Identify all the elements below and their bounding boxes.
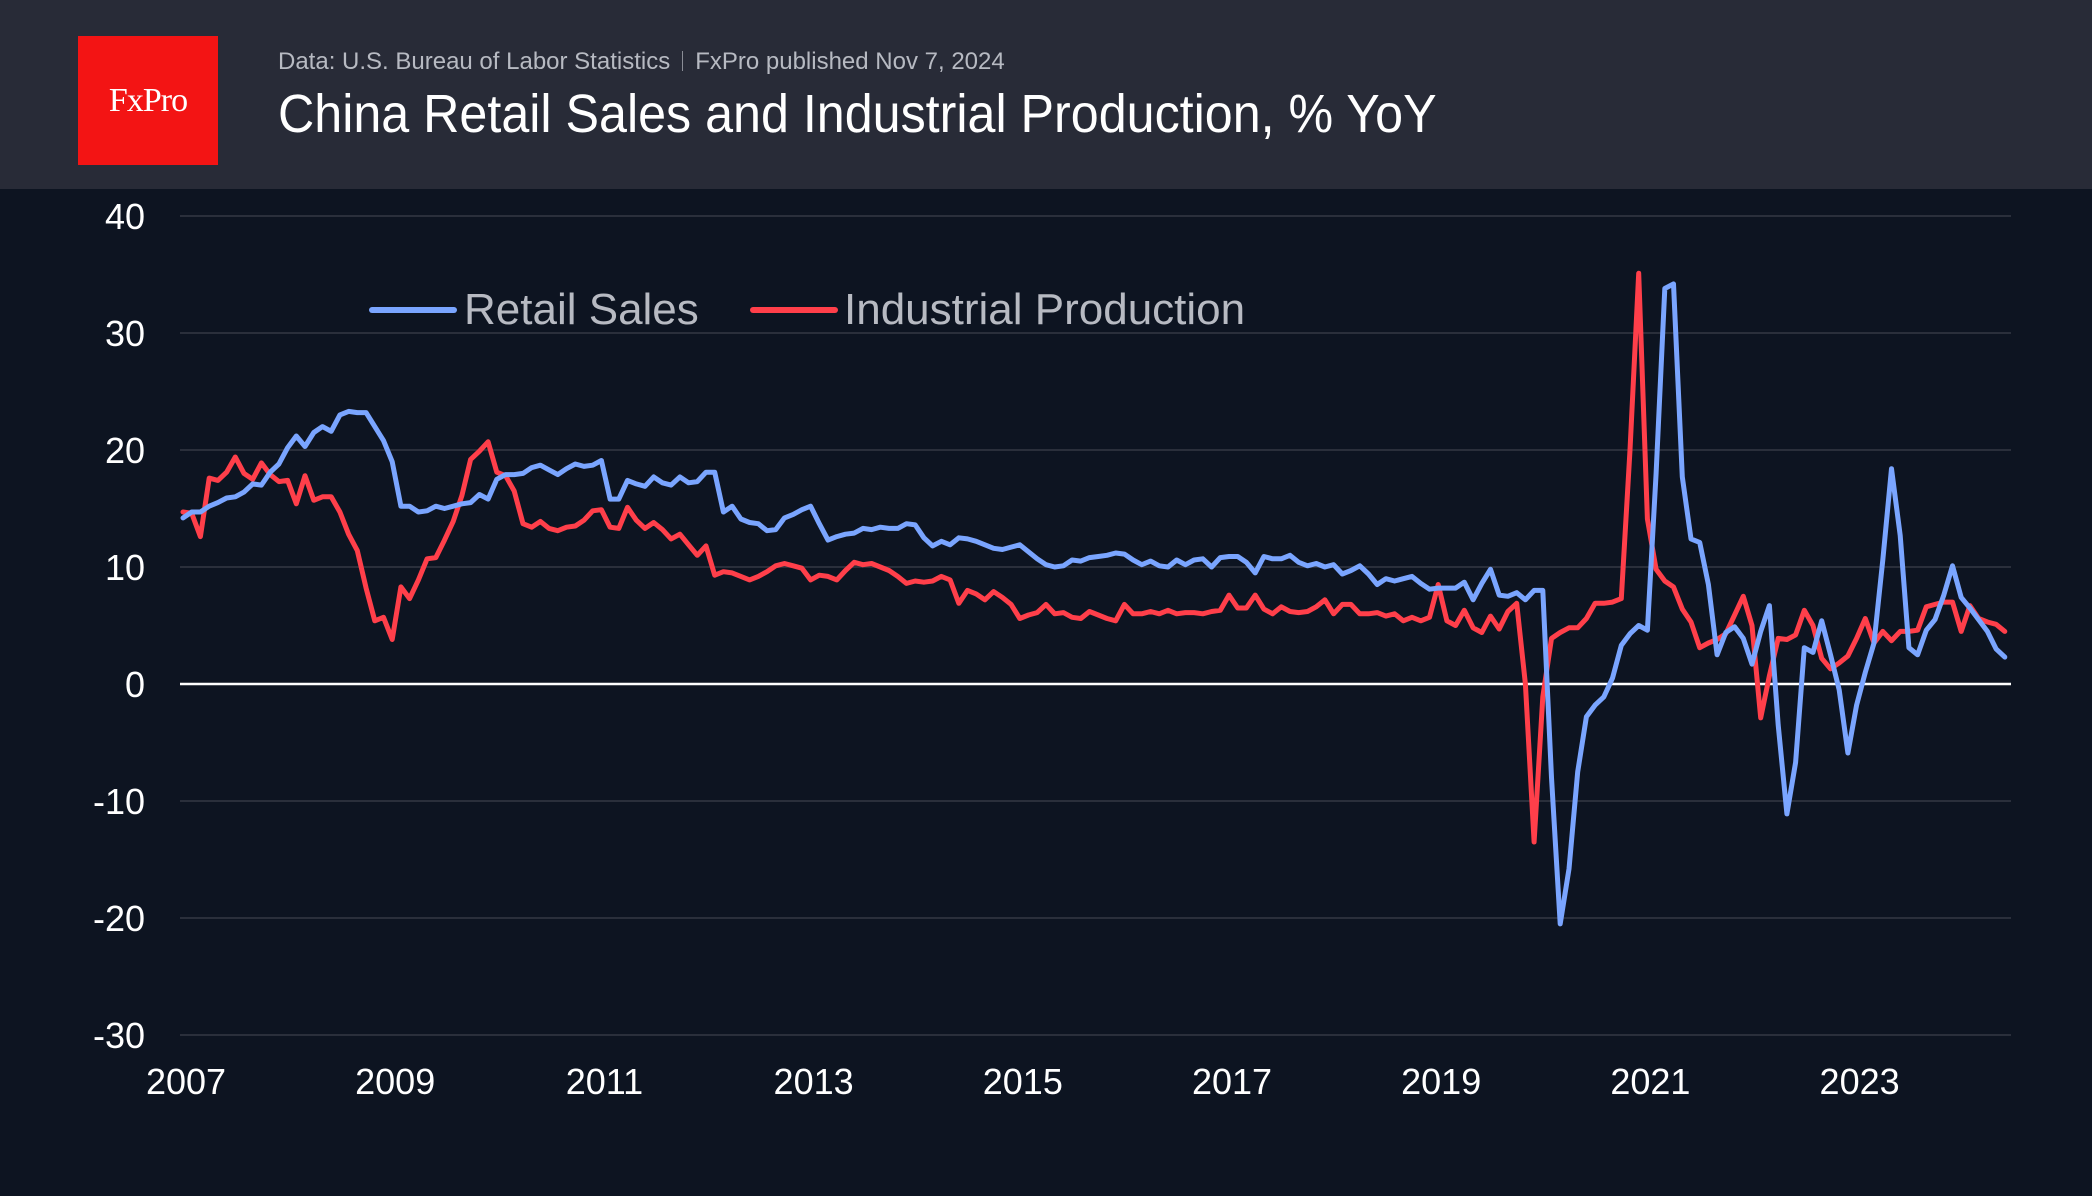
x-axis-ticks: 2007 2009 2011 2013 2015 2017 2019 2021 2023 [146,1061,1900,1102]
y-tick-label: -10 [93,781,145,822]
chart-subtitle: Data: U.S. Bureau of Labor Statistics FxP… [278,48,1005,76]
legend-label-industrial-production: Industrial Production [844,285,1245,334]
y-tick-label: 10 [105,547,145,588]
x-tick-label: 2017 [1192,1061,1272,1102]
y-tick-label: -20 [93,898,145,939]
header: FxPro Data: U.S. Bureau of Labor Statist… [0,0,2092,189]
x-tick-label: 2021 [1610,1061,1690,1102]
y-tick-label: 0 [125,664,145,705]
x-tick-label: 2011 [566,1061,643,1102]
y-tick-label: -30 [93,1015,145,1056]
x-tick-label: 2007 [146,1061,226,1102]
x-tick-label: 2009 [355,1061,435,1102]
x-tick-label: 2013 [774,1061,854,1102]
legend-label-retail-sales: Retail Sales [464,285,699,334]
series-lines [180,270,2008,927]
y-axis-ticks: 40 30 20 10 0 -10 -20 -30 [93,196,145,1056]
separator [682,51,684,71]
published-date: FxPro published Nov 7, 2024 [695,48,1005,75]
legend: Retail Sales Industrial Production [369,285,1245,334]
data-source: Data: U.S. Bureau of Labor Statistics [278,48,671,75]
y-tick-label: 40 [105,196,145,237]
x-tick-label: 2023 [1820,1061,1900,1102]
retail-sales-line [180,281,2008,927]
fxpro-logo: FxPro [78,36,218,165]
y-tick-label: 20 [105,430,145,471]
logo-text: FxPro [108,81,188,119]
y-tick-label: 30 [105,313,145,354]
x-tick-label: 2015 [983,1061,1063,1102]
industrial-production-line [180,270,2008,845]
gridlines [180,215,2011,1036]
chart-title: China Retail Sales and Industrial Produc… [278,84,1437,144]
x-tick-label: 2019 [1401,1061,1481,1102]
